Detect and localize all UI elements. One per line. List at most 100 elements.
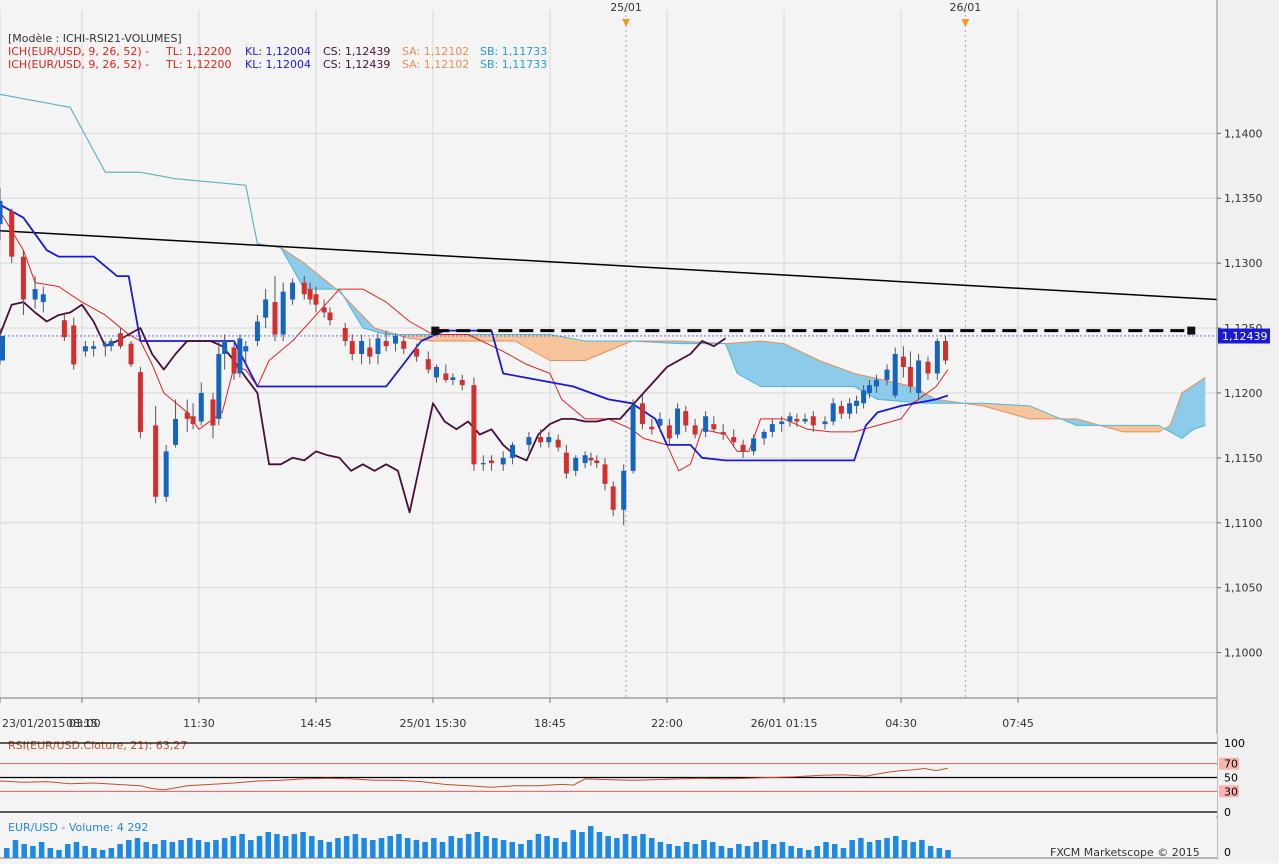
candle-body — [102, 343, 108, 347]
candle — [621, 464, 627, 526]
candle — [892, 347, 898, 399]
candle — [510, 442, 516, 465]
volume-bar — [82, 846, 88, 858]
candle — [184, 399, 190, 432]
candle — [327, 307, 333, 326]
candle — [393, 333, 399, 352]
price-tick-label: 1,1400 — [1224, 127, 1263, 140]
candle — [0, 328, 5, 365]
candle-body — [425, 359, 431, 370]
candle-body — [546, 437, 552, 443]
candle-body — [153, 425, 159, 497]
candle-body — [0, 200, 3, 225]
candle-body — [838, 405, 844, 414]
candle-body — [118, 333, 124, 347]
candle-body — [854, 400, 860, 406]
candle-body — [290, 282, 296, 300]
candle-body — [711, 424, 717, 430]
candle — [91, 341, 97, 357]
candle — [190, 403, 196, 430]
volume-bar — [553, 838, 559, 858]
volume-bar — [413, 840, 420, 858]
volume-bar — [91, 848, 97, 858]
candle-body — [184, 412, 190, 419]
volume-bar — [21, 844, 27, 858]
candle-body — [383, 341, 389, 347]
resistance-handle-left — [431, 326, 440, 335]
candle — [0, 187, 3, 240]
candle — [425, 351, 431, 374]
candle-body — [243, 346, 249, 352]
volume-bar — [927, 846, 934, 858]
legend-tl: TL: 1,12200 — [165, 45, 232, 58]
candle-body — [173, 418, 179, 445]
rsi-label: RSI(EUR/USD.Cloture, 21): 63,27 — [8, 739, 187, 752]
candle — [459, 374, 465, 391]
volume-bar — [108, 848, 115, 858]
candle — [630, 399, 636, 474]
candle — [838, 400, 844, 419]
volume-bar — [483, 836, 489, 858]
candle — [313, 286, 319, 313]
svg-text:ICH(EUR/USD, 9, 26, 52) -: ICH(EUR/USD, 9, 26, 52) - TL: 1,12200 KL… — [8, 45, 547, 58]
candle — [383, 330, 389, 352]
volume-bar — [169, 842, 176, 858]
candle — [538, 429, 544, 448]
candle-body — [190, 416, 196, 425]
candle-body — [892, 354, 898, 396]
candle — [692, 418, 698, 439]
candle-body — [621, 470, 627, 510]
candle-body — [884, 369, 890, 380]
candle — [588, 452, 594, 466]
candle — [731, 429, 737, 448]
candle — [359, 334, 365, 365]
candle — [137, 366, 143, 439]
volume-bar — [335, 838, 341, 858]
candle-body — [91, 346, 97, 349]
volume-bar — [858, 838, 864, 858]
candle — [231, 341, 237, 380]
candle — [349, 334, 355, 361]
candle-body — [639, 403, 645, 425]
rsi-level-label: 0 — [1224, 806, 1231, 819]
volume-bar — [439, 842, 446, 858]
volume-bar — [343, 836, 350, 858]
candle-body — [216, 354, 222, 419]
candle — [301, 276, 307, 300]
candle-body — [934, 341, 940, 374]
candle — [594, 455, 600, 469]
candle — [873, 374, 879, 393]
legend-cs: CS: 1,12439 — [323, 58, 390, 71]
rsi-line — [0, 767, 948, 791]
volume-bar — [840, 848, 847, 858]
candle-body — [943, 341, 949, 361]
candle — [163, 444, 169, 502]
candle — [401, 335, 407, 354]
candle — [198, 382, 204, 426]
candle-body — [471, 385, 477, 465]
current-price-tag: 1,12439 — [1218, 328, 1270, 344]
volume-bar — [274, 834, 280, 858]
candle-body — [342, 328, 348, 342]
candle-body — [128, 343, 134, 365]
candle — [830, 398, 836, 426]
candle — [761, 429, 767, 445]
candle — [342, 322, 348, 347]
candle — [20, 250, 26, 316]
candle-body — [610, 486, 616, 510]
candle — [787, 412, 793, 427]
candle — [254, 315, 260, 347]
candle-body — [500, 457, 506, 465]
rsi-level-label: 70 — [1224, 758, 1238, 771]
candle-body — [198, 392, 204, 422]
candle-body — [683, 411, 689, 426]
copyright: FXCM Marketscope © 2015 — [1050, 846, 1200, 859]
volume-bar — [474, 832, 481, 858]
volume-bar — [526, 840, 533, 858]
candle-body — [769, 424, 775, 432]
candle-body — [32, 289, 38, 300]
volume-bar — [65, 844, 71, 858]
candle-body — [450, 377, 456, 380]
